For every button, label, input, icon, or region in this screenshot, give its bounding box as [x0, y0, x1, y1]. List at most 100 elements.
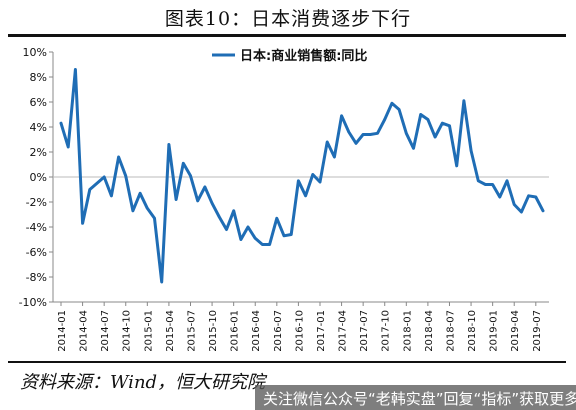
data-point: [95, 182, 99, 185]
x-tick-label: 2019-04: [510, 310, 521, 352]
data-point: [268, 243, 271, 246]
y-tick-label: 6%: [30, 96, 47, 109]
y-tick-label: -10%: [19, 296, 47, 309]
data-point: [74, 68, 77, 71]
footer-banner-text: 关注微信公众号“老韩实盘”回复“指标”获取更多: [263, 390, 576, 408]
data-point: [88, 188, 92, 191]
data-point: [498, 195, 501, 199]
x-tick-label: 2016-04: [251, 310, 262, 352]
x-tick-label: 2014-01: [57, 310, 68, 352]
x-tick-label: 2014-07: [100, 310, 111, 352]
x-tick-label: 2015-01: [143, 310, 154, 352]
y-tick-label: -4%: [26, 221, 47, 234]
data-point: [419, 113, 422, 116]
x-tick-label: 2015-07: [186, 310, 197, 352]
data-point: [405, 132, 408, 135]
data-point: [433, 135, 437, 139]
data-point: [520, 210, 523, 214]
data-point: [218, 215, 221, 219]
data-point: [527, 194, 530, 197]
data-point: [210, 202, 214, 205]
data-point: [246, 225, 250, 229]
x-tick-label: 2018-04: [424, 310, 435, 352]
data-point: [261, 243, 264, 246]
data-point: [160, 280, 163, 284]
data-point: [117, 155, 120, 159]
data-point: [513, 203, 516, 206]
data-point: [534, 195, 537, 199]
data-point: [469, 149, 473, 152]
data-point: [376, 132, 379, 135]
data-point: [110, 194, 113, 197]
data-point: [254, 237, 257, 240]
data-point: [282, 234, 286, 237]
data-point: [448, 124, 451, 128]
data-point: [477, 179, 480, 182]
data-point: [146, 207, 149, 210]
title-rule: [8, 34, 566, 37]
x-tick-label: 2016-10: [294, 310, 305, 352]
data-point: [369, 133, 372, 136]
data-point: [426, 118, 430, 121]
x-tick-label: 2016-07: [273, 310, 284, 352]
chart-title: 图表10：日本消费逐步下行: [164, 8, 412, 30]
data-point: [153, 217, 156, 220]
bottom-rule: [8, 361, 566, 363]
data-point: [354, 142, 358, 145]
y-tick-label: 4%: [30, 121, 47, 134]
data-point: [203, 185, 207, 189]
data-point: [326, 140, 329, 144]
data-point: [505, 179, 509, 182]
data-point: [541, 209, 545, 212]
x-tick-label: 2016-01: [230, 310, 241, 352]
data-point: [239, 238, 243, 241]
data-point: [441, 122, 444, 125]
data-point: [361, 133, 365, 136]
x-tick-label: 2014-04: [79, 310, 90, 352]
series-line: [59, 68, 545, 284]
data-point: [462, 99, 466, 103]
data-point: [81, 222, 84, 225]
x-tick-label: 2018-07: [445, 310, 456, 352]
data-point: [189, 174, 192, 177]
data-point: [290, 233, 293, 236]
x-tick-label: 2019-07: [532, 310, 543, 352]
data-point: [304, 194, 307, 197]
data-point: [390, 102, 394, 105]
data-point: [333, 155, 336, 159]
legend-label: 日本:商业销售额:同比: [240, 48, 367, 64]
data-point: [347, 130, 350, 134]
y-tick-label: -2%: [26, 196, 47, 209]
data-point: [167, 143, 171, 146]
data-point: [131, 209, 135, 212]
y-tick-label: 0%: [30, 171, 47, 184]
y-tick-label: -8%: [26, 271, 47, 284]
line-chart: 日本:商业销售额:同比 -10% -8% -6% -4% -2% 0% 2% 4% 6% 8% 10…: [19, 46, 549, 352]
source-note: 资料来源：Wind，恒大研究院: [20, 372, 266, 393]
data-point: [412, 147, 415, 150]
data-point: [182, 162, 185, 165]
x-tick-label: 2017-01: [316, 310, 327, 352]
y-axis-ticks: -10% -8% -6% -4% -2% 0% 2% 4% 6% 8% 10%: [19, 46, 53, 309]
x-tick-label: 2015-04: [165, 310, 176, 352]
data-point: [232, 209, 235, 212]
x-tick-label: 2018-01: [402, 310, 413, 352]
x-tick-label: 2017-10: [381, 310, 392, 352]
data-point: [196, 199, 199, 202]
x-tick-label: 2015-10: [208, 310, 219, 352]
data-point: [318, 180, 322, 184]
data-point: [174, 198, 178, 201]
x-tick-label: 2018-10: [467, 310, 478, 352]
data-point: [225, 228, 228, 231]
data-point: [138, 192, 142, 195]
data-point: [67, 145, 70, 149]
data-point: [397, 108, 401, 111]
x-tick-label: 2014-10: [122, 310, 133, 352]
data-point: [340, 114, 343, 118]
data-point: [124, 174, 127, 177]
data-point: [297, 179, 300, 182]
data-point: [59, 122, 63, 125]
data-point: [455, 164, 458, 167]
series-layer: [59, 68, 545, 284]
data-point: [491, 183, 494, 186]
